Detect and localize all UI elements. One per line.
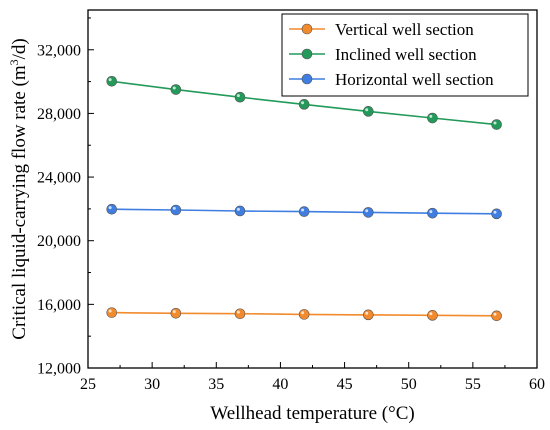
x-tick-label: 60 <box>529 376 545 393</box>
series-2 <box>106 75 502 130</box>
legend-swatch-marker <box>301 48 313 60</box>
legend-box <box>281 13 529 97</box>
y-axis-title-sup: 3 <box>7 59 21 65</box>
data-point <box>170 307 182 319</box>
data-point <box>106 307 118 318</box>
legend-label: Vertical well section <box>335 20 474 39</box>
y-tick-label: 16,000 <box>37 297 81 314</box>
y-axis-title-prefix: Critical liquid-carrying flow rate (m <box>9 65 30 340</box>
y-tick-label: 20,000 <box>37 233 81 250</box>
legend-label: Inclined well section <box>335 45 477 64</box>
data-point <box>106 203 118 215</box>
x-axis-title: Wellhead temperature (°C) <box>210 403 414 424</box>
data-point-highlight <box>493 312 497 316</box>
data-point-highlight <box>301 101 305 105</box>
data-point <box>170 84 182 95</box>
series-3 <box>106 203 502 220</box>
data-point-highlight <box>172 86 176 90</box>
data-point-highlight <box>108 309 112 313</box>
data-point <box>427 112 438 124</box>
data-point-highlight <box>301 311 305 315</box>
y-tick-label: 32,000 <box>37 42 81 59</box>
y-tick-label: 28,000 <box>37 106 81 123</box>
legend: Vertical well section Inclined well secti… <box>281 13 529 97</box>
data-point-highlight <box>365 311 369 315</box>
data-point <box>491 208 502 220</box>
x-tick-label: 45 <box>337 376 353 393</box>
x-tick-label: 55 <box>465 376 481 393</box>
data-point <box>491 310 502 322</box>
legend-swatch-marker <box>301 23 313 35</box>
data-point-highlight <box>301 208 305 212</box>
x-axis: 25 30 35 40 45 50 55 60 <box>80 362 545 393</box>
x-tick-label: 35 <box>208 376 224 393</box>
legend-swatch-marker <box>301 73 313 85</box>
data-point <box>491 119 502 130</box>
data-point <box>298 206 310 217</box>
data-point-highlight <box>108 78 112 82</box>
data-point <box>298 309 310 320</box>
x-tick-label: 40 <box>272 376 288 393</box>
data-point-highlight <box>429 114 433 118</box>
data-point <box>363 309 374 321</box>
data-point-highlight <box>365 108 369 112</box>
data-point <box>427 310 438 321</box>
data-point <box>170 204 182 216</box>
data-point-highlight <box>429 210 433 214</box>
series-layer <box>106 75 502 322</box>
data-point-highlight <box>365 209 369 213</box>
data-point-highlight <box>429 312 433 316</box>
data-point <box>234 205 246 217</box>
x-tick-label: 30 <box>144 376 160 393</box>
data-point <box>363 207 374 218</box>
data-point-highlight <box>236 310 240 314</box>
x-tick-label: 50 <box>401 376 417 393</box>
y-tick-label: 24,000 <box>37 170 81 187</box>
data-point <box>298 99 310 110</box>
series-1 <box>106 307 502 322</box>
y-axis-title-suffix: /d) <box>9 38 30 59</box>
data-point <box>106 75 118 87</box>
data-point <box>234 91 246 103</box>
data-point-highlight <box>493 121 497 125</box>
legend-label: Horizontal well section <box>335 70 494 89</box>
data-point <box>427 207 438 219</box>
x-tick-label: 25 <box>80 376 96 393</box>
data-point-highlight <box>236 207 240 211</box>
y-tick-label: 12,000 <box>37 361 81 378</box>
data-point <box>363 106 374 117</box>
data-point-highlight <box>172 310 176 314</box>
y-axis-title: Critical liquid-carrying flow rate (m3/d… <box>7 38 30 339</box>
data-point-highlight <box>236 94 240 98</box>
y-axis: 12,000 16,000 20,000 24,000 28,000 32,000 <box>37 17 94 378</box>
data-point-highlight <box>172 206 176 210</box>
data-point-highlight <box>493 210 497 214</box>
data-point <box>234 308 246 320</box>
data-point-highlight <box>108 206 112 210</box>
